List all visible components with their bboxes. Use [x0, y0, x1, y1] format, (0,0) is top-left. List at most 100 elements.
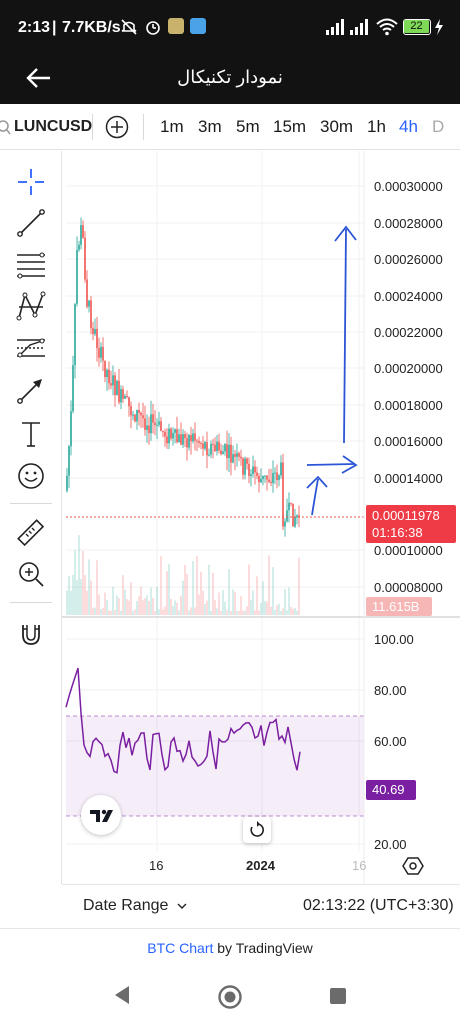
tradingview-logo[interactable] [81, 795, 121, 835]
candle-body [96, 328, 98, 349]
volume-bar [118, 598, 120, 615]
candle-body [110, 383, 112, 386]
candle-body [80, 225, 82, 245]
price-chart[interactable] [62, 151, 460, 884]
timeframe-30m[interactable]: 30m [320, 117, 354, 136]
candle-body [232, 454, 234, 463]
mute-icon [120, 18, 138, 36]
volume-bar [80, 579, 82, 615]
symbol-search-icon[interactable] [0, 118, 12, 136]
volume-bar [172, 605, 174, 615]
volume-bar [162, 609, 164, 615]
candle-body [144, 418, 146, 430]
volume-bar [262, 581, 264, 615]
candle-body [264, 475, 266, 477]
candle-body [258, 475, 260, 483]
ruler-icon[interactable] [14, 516, 48, 550]
candle-body [240, 456, 242, 459]
volume-bar [186, 574, 188, 615]
candle-body [196, 440, 198, 442]
volume-bar [134, 609, 136, 615]
candle-body [132, 414, 134, 416]
volume-bar [214, 599, 216, 615]
candle-body [78, 244, 80, 250]
arrow-icon[interactable] [14, 373, 48, 407]
candle-body [106, 369, 108, 378]
nav-home-icon[interactable] [217, 984, 243, 1010]
system-nav-bar [0, 968, 460, 1024]
timeframe-5m[interactable]: 5m [236, 117, 260, 136]
volume-bar [204, 603, 206, 615]
compare-plus-icon[interactable] [105, 115, 129, 139]
candle-body [124, 396, 126, 399]
candle-body [180, 434, 182, 445]
forecast-icon[interactable] [14, 331, 48, 365]
timeframe-1h[interactable]: 1h [367, 117, 386, 136]
timeframe-d[interactable]: D [432, 117, 445, 136]
pattern-icon[interactable] [14, 289, 48, 323]
volume-bar [76, 580, 78, 615]
chart-area[interactable]: 0.00030000 0.00028000 0.00026000 0.00024… [62, 151, 460, 884]
magnet-icon[interactable] [14, 616, 48, 650]
volume-bar [176, 602, 178, 615]
rsi-line [65, 667, 301, 774]
candle-body [204, 442, 206, 449]
timeframe-1m[interactable]: 1m [160, 117, 184, 136]
text-icon[interactable] [14, 417, 48, 451]
symbol-input[interactable]: LUNCUSD [14, 118, 93, 135]
candle-body [224, 444, 226, 452]
volume-bar [90, 580, 92, 615]
app-bar: نمودار تکنیکال [0, 58, 460, 104]
volume-bar [70, 590, 72, 615]
candle-body [248, 463, 250, 476]
credit-footer: BTC Chart by TradingView [0, 928, 460, 968]
candle-body [104, 360, 106, 378]
volume-bar [74, 550, 76, 615]
candle-body [154, 422, 156, 426]
trendline-icon[interactable] [14, 206, 48, 240]
volume-bar [156, 587, 158, 615]
candle-body [158, 421, 160, 425]
volume-bar [84, 575, 86, 615]
candle-body [172, 432, 174, 439]
volume-bar [182, 580, 184, 615]
volume-value: 11.615B [372, 599, 420, 614]
battery-icon: 22 [403, 19, 431, 35]
volume-bar [126, 599, 128, 615]
volume-bar [206, 600, 208, 615]
clock-timezone[interactable]: 02:13:22 (UTC+3:30) [303, 897, 454, 914]
candle-body [92, 328, 94, 335]
candle-body [256, 472, 258, 476]
crosshair-icon[interactable] [14, 165, 48, 199]
volume-bar [148, 601, 150, 615]
status-bar: 2:13 | 7.7KB/s 22 [0, 0, 460, 58]
candle-body [222, 451, 224, 455]
volume-bar [136, 601, 138, 615]
fib-lines-icon[interactable] [14, 248, 48, 282]
current-price-badge: 0.00011978 01:16:38 [366, 505, 456, 543]
settings-hexagon-icon[interactable] [402, 855, 424, 877]
date-range-label: Date Range [83, 897, 169, 914]
candle-body [120, 389, 122, 403]
volume-bar [180, 595, 182, 615]
volume-bar [150, 587, 152, 615]
timeframe-4h[interactable]: 4h [399, 117, 418, 136]
candle-body [118, 380, 120, 403]
back-arrow-icon[interactable] [24, 63, 54, 93]
date-range-button[interactable]: Date Range [83, 897, 187, 915]
volume-bar [86, 590, 88, 615]
volume-bar [94, 607, 96, 615]
candle-body [116, 380, 118, 396]
nav-back-icon[interactable] [112, 984, 134, 1006]
nav-recents-icon[interactable] [328, 986, 348, 1006]
emoji-icon[interactable] [14, 459, 48, 493]
btc-chart-link[interactable]: BTC Chart [147, 940, 214, 956]
candle-body [174, 429, 176, 433]
zoom-icon[interactable] [14, 557, 48, 591]
timeframe-3m[interactable]: 3m [198, 117, 222, 136]
candle-body [130, 406, 132, 416]
reset-chart-button[interactable] [243, 817, 271, 843]
rsi-value-badge: 40.69 [366, 780, 416, 800]
candle-body [140, 412, 142, 416]
timeframe-15m[interactable]: 15m [273, 117, 307, 136]
